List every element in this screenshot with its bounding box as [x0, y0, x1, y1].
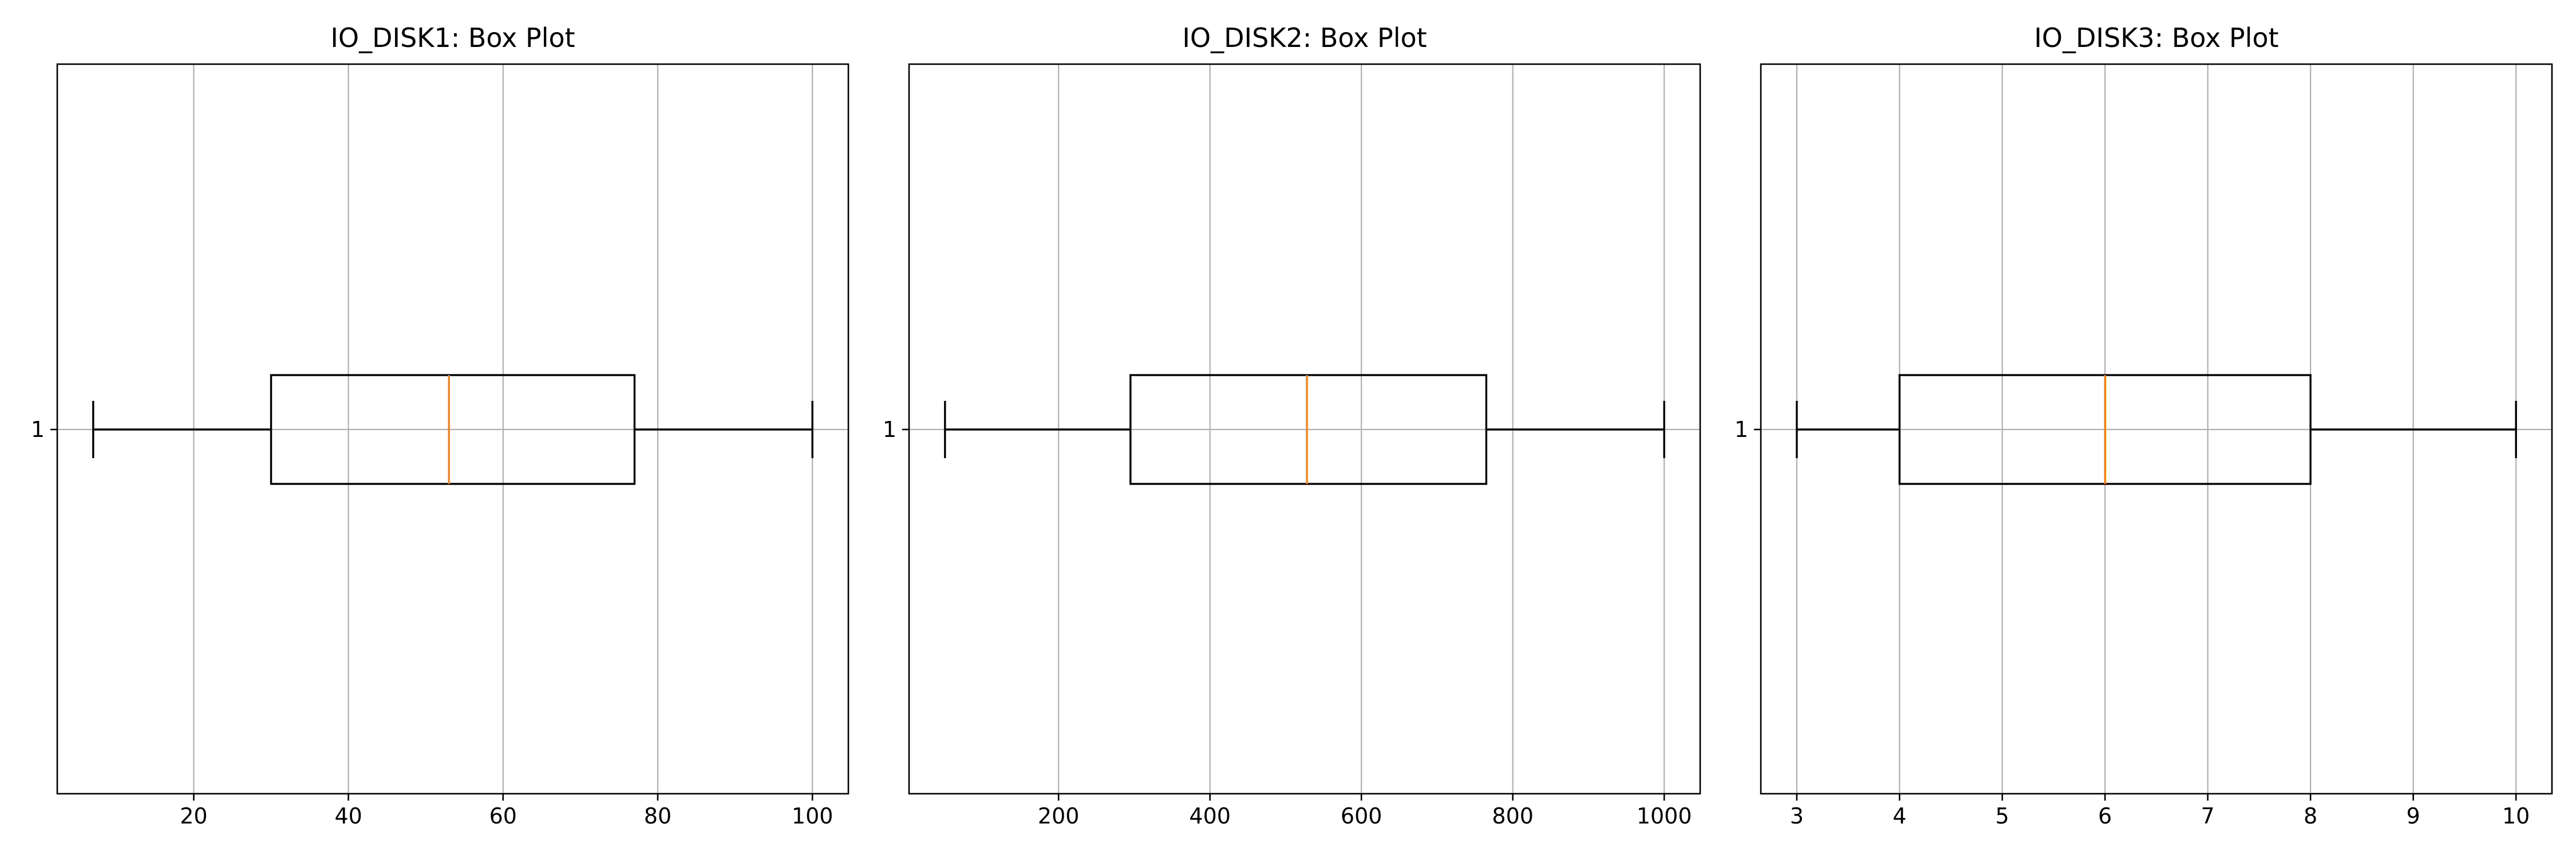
- y-tick-label: 1: [883, 417, 896, 442]
- iqr-box: [270, 374, 636, 485]
- x-tick-label: 40: [334, 803, 362, 829]
- x-tick-label: 3: [1790, 803, 1804, 829]
- x-tick-label: 8: [2304, 803, 2317, 829]
- y-tick-label: 1: [1735, 417, 1748, 442]
- x-tick-label: 100: [792, 803, 833, 829]
- chart-panel-2: 200 400 600 800 1000 1 IO_DISK2: Box Plot: [883, 22, 1701, 829]
- x-tick-label: 1000: [1637, 803, 1692, 829]
- x-tick-label: 200: [1038, 803, 1080, 829]
- x-tick-label: 800: [1492, 803, 1534, 829]
- x-tick-label: 80: [644, 803, 671, 829]
- x-tick-label: 600: [1341, 803, 1382, 829]
- x-tick-label: 5: [1996, 803, 2009, 829]
- chart-title: IO_DISK2: Box Plot: [1182, 22, 1427, 53]
- x-tick-label: 400: [1189, 803, 1231, 829]
- x-tick-label: 60: [489, 803, 517, 829]
- x-tick-label: 7: [2201, 803, 2215, 829]
- chart-panel-1: 20 40 60 80 100 1 IO_DISK1: Box Plot: [31, 22, 850, 829]
- x-tick-label: 20: [180, 803, 207, 829]
- x-tick-label: 6: [2098, 803, 2112, 829]
- x-tick-label: 10: [2502, 803, 2530, 829]
- chart-title: IO_DISK1: Box Plot: [330, 22, 575, 53]
- iqr-box: [1129, 374, 1488, 485]
- chart-panel-3: 3 4 5 6 7 8 9 10 1 IO_DISK3: Box Plot: [1735, 22, 2553, 829]
- chart-title: IO_DISK3: Box Plot: [2034, 22, 2278, 53]
- y-tick-label: 1: [31, 417, 45, 442]
- x-tick-label: 4: [1893, 803, 1906, 829]
- x-tick-label: 9: [2407, 803, 2420, 829]
